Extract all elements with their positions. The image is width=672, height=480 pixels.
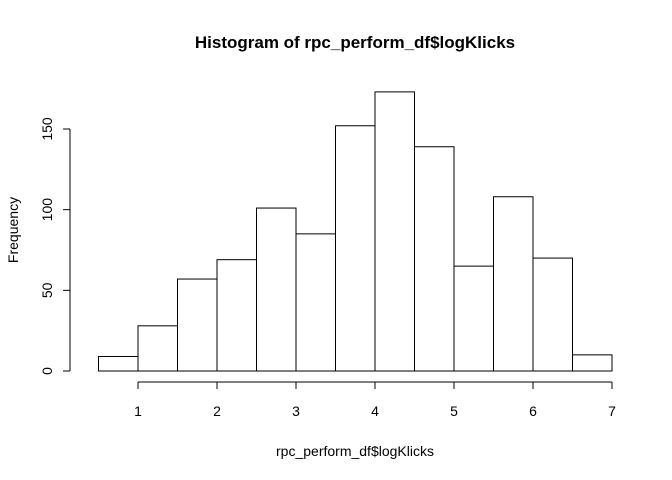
histogram-bar-12 bbox=[532, 257, 573, 372]
histogram-bar-7 bbox=[335, 125, 376, 372]
y-tick-label-0: 0 bbox=[39, 367, 55, 375]
histogram-bar-11 bbox=[493, 196, 534, 372]
x-tick-label-5: 5 bbox=[450, 403, 458, 419]
histogram-bar-9 bbox=[414, 146, 455, 372]
x-tick-label-7: 7 bbox=[608, 403, 616, 419]
histogram-bar-6 bbox=[295, 233, 336, 372]
y-tick-label-150: 150 bbox=[39, 117, 55, 141]
histogram-bar-5 bbox=[256, 207, 297, 372]
histogram-bar-2 bbox=[137, 325, 178, 372]
x-tick-label-4: 4 bbox=[371, 403, 379, 419]
x-tick-label-1: 1 bbox=[134, 403, 142, 419]
x-tick-label-3: 3 bbox=[292, 403, 300, 419]
histogram-bar-4 bbox=[216, 259, 257, 372]
x-axis-label: rpc_perform_df$logKlicks bbox=[276, 443, 434, 459]
x-tick-label-6: 6 bbox=[529, 403, 537, 419]
chart-title: Histogram of rpc_perform_df$logKlicks bbox=[195, 33, 515, 52]
histogram-bar-10 bbox=[453, 265, 494, 372]
histogram-bar-8 bbox=[374, 91, 415, 372]
y-tick-label-100: 100 bbox=[39, 198, 55, 222]
x-axis: 1 2 3 4 5 6 7 bbox=[134, 381, 616, 419]
histogram-bar-13 bbox=[572, 354, 613, 372]
x-tick-label-2: 2 bbox=[213, 403, 221, 419]
y-axis: 0 50 100 150 bbox=[39, 117, 71, 375]
y-axis-label: Frequency bbox=[5, 197, 21, 263]
histogram-bar-1 bbox=[98, 355, 139, 372]
bars-group bbox=[98, 91, 613, 372]
histogram-bar-3 bbox=[177, 278, 218, 372]
y-tick-label-50: 50 bbox=[39, 282, 55, 298]
